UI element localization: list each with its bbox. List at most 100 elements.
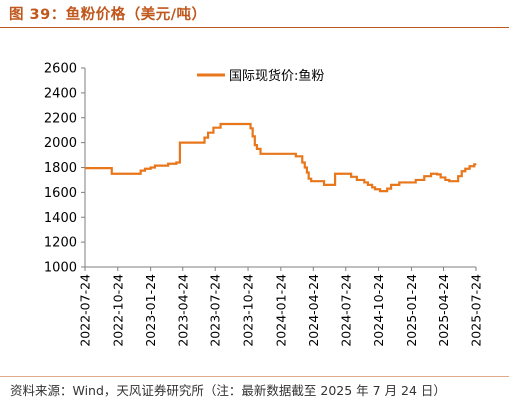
data-point — [475, 163, 477, 165]
data-point — [398, 181, 400, 184]
x-tick-label: 2025-07-24 — [469, 274, 484, 347]
data-point — [356, 179, 358, 181]
data-point — [461, 175, 463, 177]
data-point — [306, 166, 308, 169]
source-divider — [0, 376, 509, 377]
x-tick-label: 2025-04-24 — [436, 274, 451, 347]
legend: 国际现货价:鱼粉 — [197, 68, 324, 84]
data-point — [473, 163, 475, 165]
data-point — [150, 168, 152, 170]
y-tick-label: 1000 — [44, 261, 77, 276]
data-point — [179, 161, 181, 164]
data-point — [304, 166, 306, 169]
data-point — [423, 175, 425, 177]
data-point — [468, 165, 471, 167]
data-point — [363, 179, 365, 181]
data-point — [254, 144, 256, 146]
data-point — [367, 181, 369, 184]
data-point — [448, 179, 450, 181]
data-point — [444, 176, 446, 179]
data-point — [154, 165, 156, 167]
data-point — [301, 155, 303, 157]
x-tick-label: 2024-07-24 — [338, 274, 353, 347]
data-point — [323, 184, 325, 186]
data-point — [390, 184, 392, 186]
data-point — [256, 148, 258, 150]
y-tick-label: 1600 — [44, 186, 77, 201]
data-point — [295, 153, 297, 155]
data-point — [308, 171, 310, 174]
data-point — [140, 173, 142, 175]
data-point — [111, 167, 113, 169]
data-point — [430, 173, 432, 175]
x-tick-label: 2022-07-24 — [78, 274, 93, 347]
data-point — [371, 184, 373, 186]
data-point — [167, 163, 169, 165]
data-point — [386, 188, 388, 190]
data-point — [256, 144, 258, 146]
data-point — [350, 173, 352, 175]
data-point — [379, 190, 381, 192]
data-point — [350, 176, 352, 178]
data-point — [207, 137, 209, 139]
data-point — [398, 184, 400, 186]
x-tick-label: 2024-04-24 — [306, 274, 321, 347]
data-point — [304, 161, 306, 164]
y-tick-label: 1400 — [44, 211, 77, 226]
data-point — [430, 175, 432, 177]
x-tick-label: 2022-10-24 — [110, 274, 125, 347]
figure-title: 图 39：鱼粉价格（美元/吨） — [9, 7, 207, 23]
data-point — [259, 148, 262, 150]
y-tick-label: 2400 — [44, 86, 77, 101]
data-point — [175, 161, 177, 164]
data-point — [367, 184, 369, 186]
x-axis-ticks: 2022-07-24 2022-10-24 2023-01-24 2023-04-24… — [78, 267, 484, 347]
data-point — [111, 173, 113, 175]
data-point — [310, 178, 312, 180]
x-tick-label: 2025-01-24 — [404, 274, 419, 347]
data-point — [374, 188, 376, 190]
chart-axes — [84, 68, 476, 268]
data-point — [457, 180, 459, 182]
x-tick-label: 2023-10-24 — [241, 274, 256, 347]
data-point — [219, 127, 222, 129]
data-point — [457, 175, 459, 177]
source-note: 资料来源：Wind，天风证券研究所（注：最新数据截至 2025 年 7 月 24… — [10, 383, 446, 398]
y-tick-label: 2600 — [44, 62, 77, 77]
title-divider — [0, 27, 509, 28]
y-axis-ticks: 1000 1200 1400 1600 1800 2000 2200 2400 2600 — [44, 62, 85, 276]
data-point — [323, 180, 325, 182]
data-point — [448, 180, 450, 182]
data-point — [295, 155, 297, 157]
data-point — [212, 132, 215, 134]
data-point — [374, 186, 376, 188]
data-point — [440, 176, 442, 179]
data-point — [356, 176, 358, 178]
data-point — [179, 142, 181, 144]
x-tick-label: 2023-04-24 — [175, 274, 190, 347]
y-tick-label: 1800 — [44, 161, 77, 176]
data-point — [301, 161, 303, 164]
data-point — [254, 135, 256, 138]
data-point — [473, 165, 475, 167]
data-point — [144, 168, 146, 170]
data-point — [423, 179, 425, 181]
data-point — [415, 181, 417, 184]
data-point — [308, 178, 310, 180]
x-tick-label: 2024-01-24 — [273, 274, 288, 347]
legend-label: 国际现货价:鱼粉 — [229, 68, 324, 84]
data-point — [306, 171, 308, 174]
data-point — [390, 188, 392, 190]
data-point — [334, 173, 336, 175]
data-point — [144, 170, 146, 172]
data-point — [310, 180, 312, 182]
data-point — [167, 165, 169, 167]
data-point — [212, 127, 215, 129]
data-point — [386, 190, 388, 192]
data-point — [252, 127, 254, 129]
data-point — [444, 179, 446, 181]
y-tick-label: 2000 — [44, 136, 77, 151]
data-point — [84, 167, 86, 169]
data-point — [379, 188, 381, 190]
data-point — [371, 186, 373, 188]
